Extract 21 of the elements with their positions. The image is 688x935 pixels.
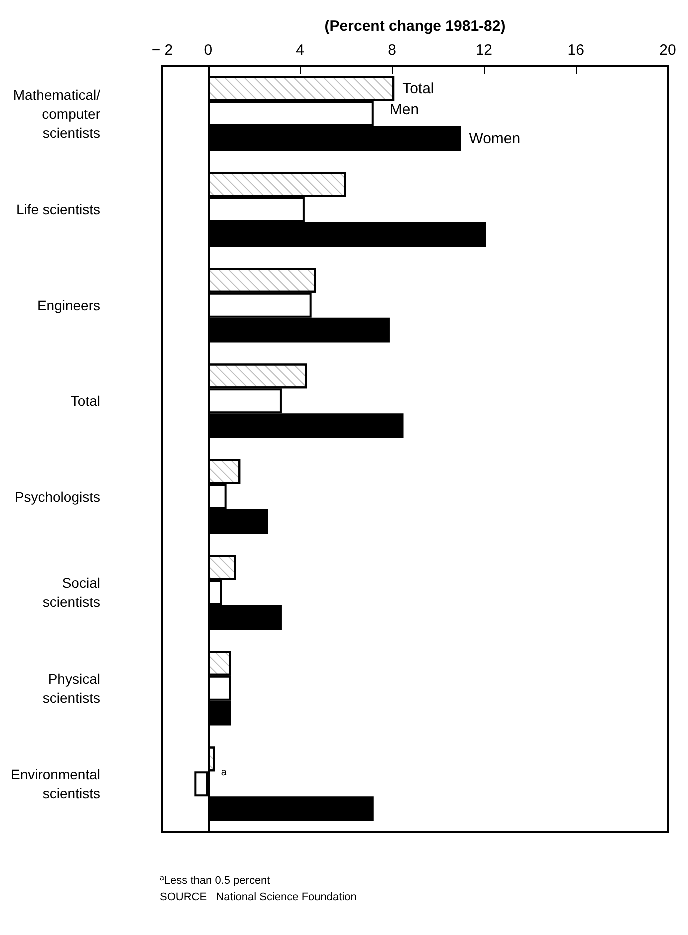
- y-tick-label: Mathematical/ computer scientists: [13, 86, 101, 141]
- series-label: Women: [469, 130, 521, 148]
- data-label: a: [221, 768, 228, 779]
- y-tick-label: Life scientists: [16, 202, 100, 218]
- series-label: Total: [402, 80, 434, 98]
- y-tick-label: Social scientists: [42, 575, 100, 610]
- source-note: SOURCE National Science Foundation: [160, 892, 357, 904]
- x-tick-label: 20: [660, 42, 676, 59]
- x-tick-label: 0: [204, 42, 213, 59]
- y-tick-label: Total: [70, 393, 100, 410]
- x-axis-title: (Percent change 1981-82): [324, 18, 506, 35]
- series-label: Men: [390, 101, 420, 118]
- y-tick-label: Psychologists: [14, 488, 100, 505]
- x-tick-label: 4: [296, 42, 305, 59]
- y-tick-label: Physical scientists: [42, 670, 100, 706]
- x-tick-label: − 2: [152, 42, 174, 59]
- y-tick-label: Engineers: [37, 297, 100, 314]
- x-tick-label: 12: [476, 42, 493, 59]
- y-tick-label: Environmental scientists: [10, 766, 100, 802]
- x-tick-label: 8: [388, 42, 396, 59]
- x-tick-label: 16: [568, 42, 584, 59]
